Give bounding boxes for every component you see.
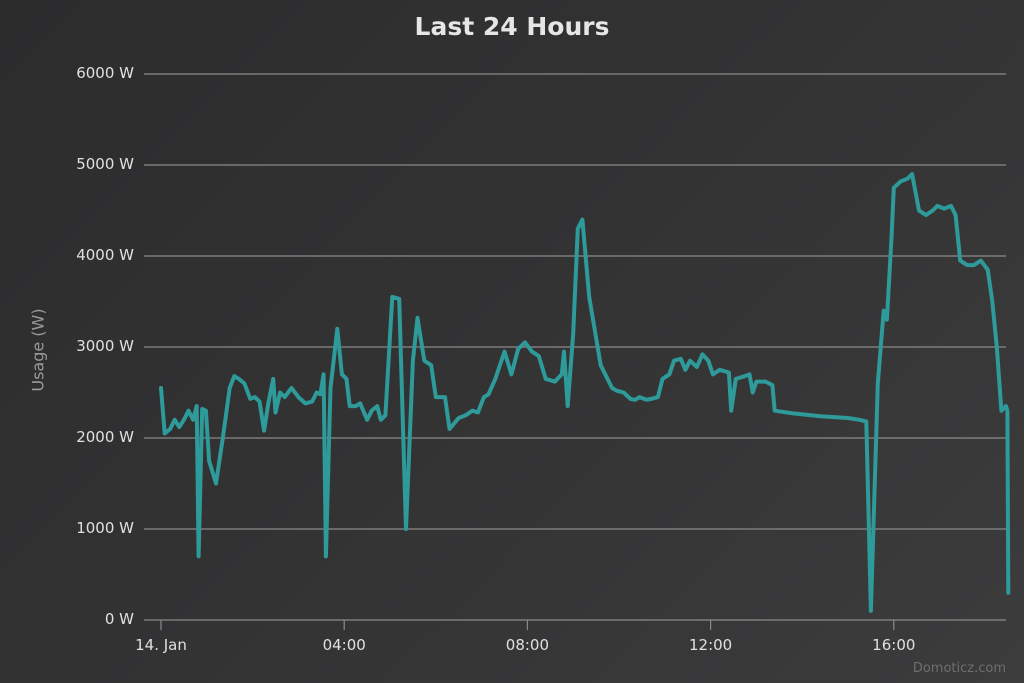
y-tick-label: 2000 W xyxy=(76,428,134,446)
y-tick-label: 4000 W xyxy=(76,246,134,264)
usage-series-line xyxy=(159,172,1011,613)
x-tick-label: 04:00 xyxy=(322,636,366,654)
credit-link[interactable]: Domoticz.com xyxy=(912,661,1006,676)
gridlines xyxy=(144,73,1006,621)
y-axis-title: Usage (W) xyxy=(28,308,48,392)
x-tick-label: 16:00 xyxy=(872,636,916,654)
chart-title: Last 24 Hours xyxy=(414,12,610,41)
x-tick-label: 12:00 xyxy=(688,636,733,654)
y-tick-label: 3000 W xyxy=(76,337,134,355)
y-tick-label: 1000 W xyxy=(76,519,134,537)
x-tick-label: 14. Jan xyxy=(135,636,187,654)
x-tick-label: 08:00 xyxy=(505,636,550,654)
x-axis-ticks xyxy=(160,620,895,630)
y-tick-label: 5000 W xyxy=(76,155,134,173)
y-tick-label: 6000 W xyxy=(76,64,134,82)
y-tick-label: 0 W xyxy=(104,610,134,628)
